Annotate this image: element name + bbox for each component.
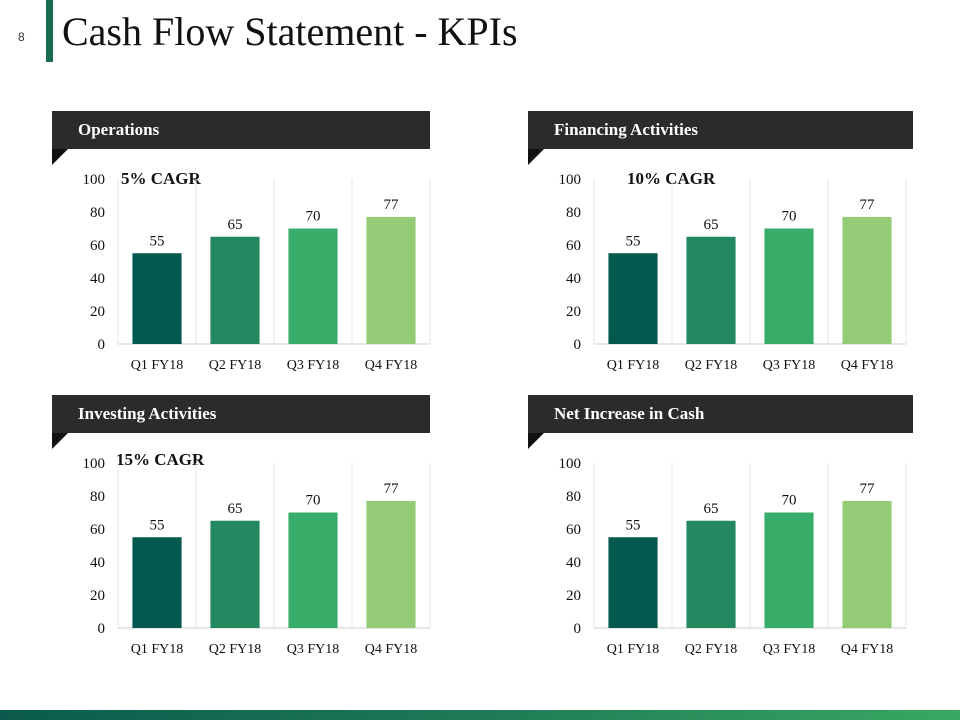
chart-investing: 0 20 40 60 80 100 55 Q1 FY18 65 Q2 FY18 70 Q3 FY18 7…	[83, 456, 431, 657]
bar	[764, 512, 814, 628]
y-tick-label: 40	[90, 271, 105, 287]
y-tick-label: 0	[98, 337, 106, 353]
data-label: 70	[306, 209, 321, 225]
x-tick-label: Q1 FY18	[131, 358, 184, 373]
bar	[686, 520, 736, 628]
x-tick-label: Q3 FY18	[763, 642, 816, 657]
data-label: 65	[704, 217, 719, 233]
bar	[608, 537, 658, 628]
y-tick-label: 40	[566, 555, 581, 571]
bottom-accent-bar	[0, 710, 960, 720]
bar	[132, 253, 182, 344]
chart-net-increase: 0 20 40 60 80 100 55 Q1 FY18 65 Q2 FY18 70 Q3 FY18 7…	[559, 456, 907, 657]
data-label: 70	[782, 493, 797, 509]
x-tick-label: Q3 FY18	[763, 358, 816, 373]
header-fold	[528, 433, 544, 449]
y-tick-label: 100	[83, 456, 106, 472]
y-tick-label: 60	[90, 522, 105, 538]
bar	[842, 216, 892, 344]
bar	[288, 228, 338, 344]
page-title: Cash Flow Statement - KPIs	[62, 9, 518, 54]
bar	[842, 500, 892, 628]
data-label: 55	[626, 517, 641, 533]
data-label: 70	[782, 209, 797, 225]
chart-financing: 0 20 40 60 80 100 55 Q1 FY18 65 Q2 FY18 70 Q3 FY18 7…	[559, 172, 907, 373]
x-tick-label: Q2 FY18	[685, 642, 738, 657]
y-tick-label: 40	[566, 271, 581, 287]
cagr-label-financing: 10% CAGR	[627, 169, 716, 188]
x-tick-label: Q3 FY18	[287, 642, 340, 657]
y-tick-label: 0	[98, 621, 106, 637]
data-label: 77	[384, 481, 400, 497]
y-tick-label: 0	[574, 337, 582, 353]
x-tick-label: Q1 FY18	[607, 358, 660, 373]
bar	[210, 236, 260, 344]
y-tick-label: 60	[566, 522, 581, 538]
data-label: 65	[704, 501, 719, 517]
data-label: 77	[860, 197, 876, 213]
y-tick-label: 0	[574, 621, 582, 637]
slide-number: 8	[18, 30, 25, 44]
title-accent-bar	[46, 0, 53, 62]
data-label: 55	[150, 517, 165, 533]
data-label: 77	[384, 197, 400, 213]
bar	[608, 253, 658, 344]
panel-header-operations: Operations	[52, 111, 430, 149]
x-tick-label: Q4 FY18	[841, 358, 894, 373]
y-tick-label: 100	[559, 456, 582, 472]
y-tick-label: 80	[90, 205, 105, 221]
y-tick-label: 100	[559, 172, 582, 188]
panel-header-financing: Financing Activities	[528, 111, 913, 149]
bar	[764, 228, 814, 344]
bar	[686, 236, 736, 344]
data-label: 77	[860, 481, 876, 497]
header-fold	[52, 433, 68, 449]
y-tick-label: 60	[566, 238, 581, 254]
x-tick-label: Q3 FY18	[287, 358, 340, 373]
y-tick-label: 80	[566, 205, 581, 221]
panel-header-investing: Investing Activities	[52, 395, 430, 433]
x-tick-label: Q1 FY18	[607, 642, 660, 657]
bar	[366, 500, 416, 628]
data-label: 70	[306, 493, 321, 509]
x-tick-label: Q2 FY18	[209, 358, 262, 373]
y-tick-label: 40	[90, 555, 105, 571]
x-tick-label: Q2 FY18	[209, 642, 262, 657]
y-tick-label: 20	[90, 588, 105, 604]
y-tick-label: 20	[566, 304, 581, 320]
bar	[132, 537, 182, 628]
y-tick-label: 20	[90, 304, 105, 320]
data-label: 55	[150, 233, 165, 249]
bar	[288, 512, 338, 628]
data-label: 65	[228, 217, 243, 233]
x-tick-label: Q1 FY18	[131, 642, 184, 657]
x-tick-label: Q4 FY18	[365, 642, 418, 657]
cagr-label-investing: 15% CAGR	[116, 450, 205, 469]
data-label: 55	[626, 233, 641, 249]
y-tick-label: 80	[566, 489, 581, 505]
x-tick-label: Q4 FY18	[841, 642, 894, 657]
x-tick-label: Q4 FY18	[365, 358, 418, 373]
y-tick-label: 80	[90, 489, 105, 505]
bar	[366, 216, 416, 344]
data-label: 65	[228, 501, 243, 517]
panel-header-net-increase: Net Increase in Cash	[528, 395, 913, 433]
y-tick-label: 20	[566, 588, 581, 604]
y-tick-label: 60	[90, 238, 105, 254]
cagr-label-operations: 5% CAGR	[121, 169, 201, 188]
bar	[210, 520, 260, 628]
y-tick-label: 100	[83, 172, 106, 188]
x-tick-label: Q2 FY18	[685, 358, 738, 373]
header-fold	[52, 149, 68, 165]
chart-operations: 0 20 40 60 80 100 55 Q1 FY18 65 Q2 FY18 70 Q3 FY18 7…	[83, 172, 431, 373]
header-fold	[528, 149, 544, 165]
